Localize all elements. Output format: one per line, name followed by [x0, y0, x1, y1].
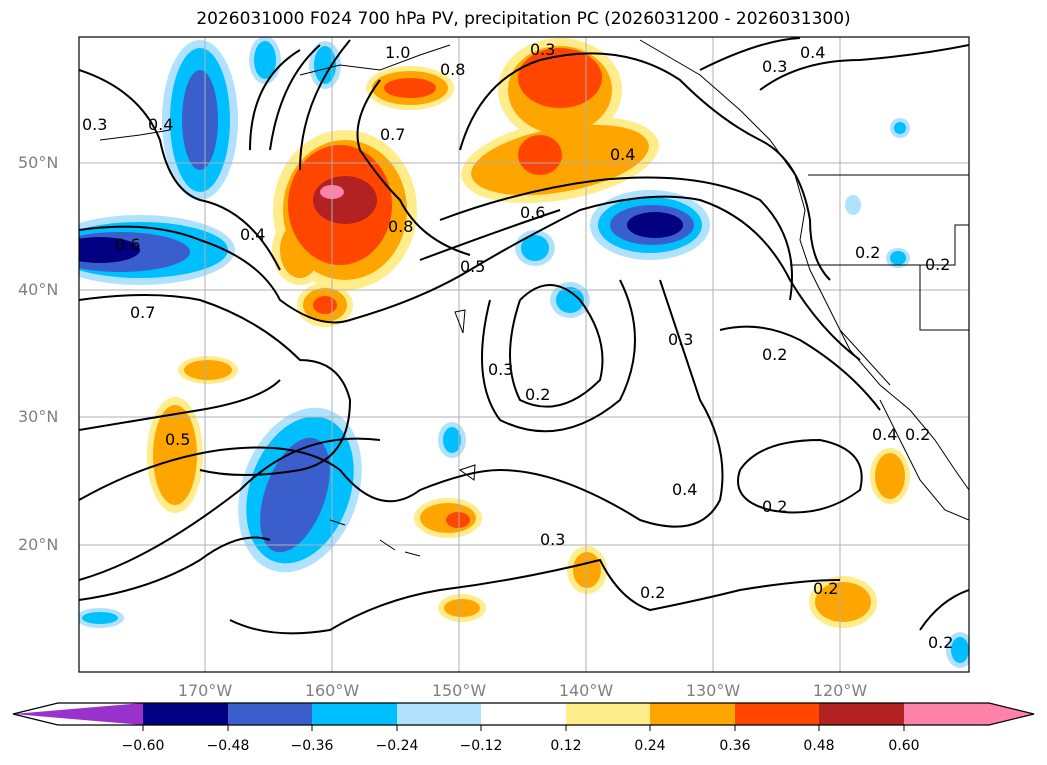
lon-label: 120°W — [812, 681, 868, 700]
lat-label: 50°N — [18, 153, 59, 172]
contour-label: 0.6 — [520, 203, 545, 222]
colorbar — [12, 702, 1035, 731]
lon-label: 160°W — [304, 681, 360, 700]
colorbar-tick-label: 0.48 — [803, 738, 835, 754]
contour-label: 0.2 — [905, 425, 930, 444]
pv-contours — [79, 37, 969, 635]
contour-label: 0.4 — [240, 225, 265, 244]
contour-label: 0.2 — [928, 633, 953, 652]
contour-label: 0.3 — [82, 115, 107, 134]
contour-label: 0.4 — [872, 425, 897, 444]
contour-label: 0.3 — [668, 330, 693, 349]
contour-label: 0.8 — [388, 217, 413, 236]
colorbar-tick-label: −0.48 — [206, 738, 250, 754]
lon-label: 130°W — [685, 681, 741, 700]
contour-label: 0.8 — [440, 60, 465, 79]
contour-label: 0.2 — [925, 255, 950, 274]
contour-label: 0.2 — [762, 345, 787, 364]
map-frame — [78, 36, 970, 673]
colorbar-extend-high — [904, 703, 1034, 725]
colorbar-bin — [735, 703, 819, 725]
contour-label: 0.4 — [672, 480, 697, 499]
colorbar-tick-label: −0.60 — [121, 738, 165, 754]
contour-label: 0.2 — [855, 243, 880, 262]
contour-label: 0.5 — [165, 430, 190, 449]
contour-label: 1.0 — [385, 43, 410, 62]
contour-label: 0.3 — [530, 40, 555, 59]
colorbar-bin — [228, 703, 312, 725]
contour-label: 0.2 — [640, 583, 665, 602]
colorbar-bin — [312, 703, 397, 725]
colorbar-bin — [397, 703, 481, 725]
colorbar-bin — [143, 703, 228, 725]
contour-label: 0.5 — [460, 257, 485, 276]
colorbar-tick-label: −0.24 — [375, 738, 419, 754]
coastlines — [99, 39, 969, 557]
colorbar-tick-label: −0.36 — [290, 738, 334, 754]
lon-label: 150°W — [431, 681, 487, 700]
contour-label: 0.4 — [800, 43, 825, 62]
contour-label: 0.4 — [148, 115, 173, 134]
colorbar-bin — [819, 703, 904, 725]
contour-label: 0.6 — [115, 235, 140, 254]
colorbar-tick-label: 0.36 — [719, 738, 751, 754]
colorbar-tick-label: 0.60 — [888, 738, 920, 754]
contour-label: 0.3 — [540, 530, 565, 549]
contour-labels: 1.0 0.8 0.3 0.4 0.3 0.4 0.3 0.7 0.4 0.8 … — [82, 40, 953, 652]
contour-label: 0.3 — [762, 57, 787, 76]
graticule — [79, 37, 969, 672]
plot-title: 2026031000 F024 700 hPa PV, precipitatio… — [196, 9, 851, 29]
colorbar-tick-label: −0.12 — [459, 738, 503, 754]
lat-label: 30°N — [18, 407, 59, 426]
colorbar-bin — [566, 703, 650, 725]
colorbar-bin — [650, 703, 735, 725]
contour-label: 0.3 — [488, 360, 513, 379]
contour-label: 0.7 — [380, 125, 405, 144]
lon-label: 140°W — [558, 681, 614, 700]
contour-label: 0.2 — [762, 497, 787, 516]
lon-label: 170°W — [177, 681, 233, 700]
contour-label: 0.4 — [610, 145, 635, 164]
contour-label: 0.2 — [525, 385, 550, 404]
lat-label: 40°N — [18, 280, 59, 299]
colorbar-bin — [481, 703, 566, 725]
contour-label: 0.7 — [130, 303, 155, 322]
colorbar-extend-low — [13, 703, 143, 725]
contour-label: 0.2 — [813, 579, 838, 598]
colorbar-tick-label: 0.24 — [634, 738, 666, 754]
colorbar-tick-label: 0.12 — [550, 738, 582, 754]
lat-label: 20°N — [18, 535, 59, 554]
